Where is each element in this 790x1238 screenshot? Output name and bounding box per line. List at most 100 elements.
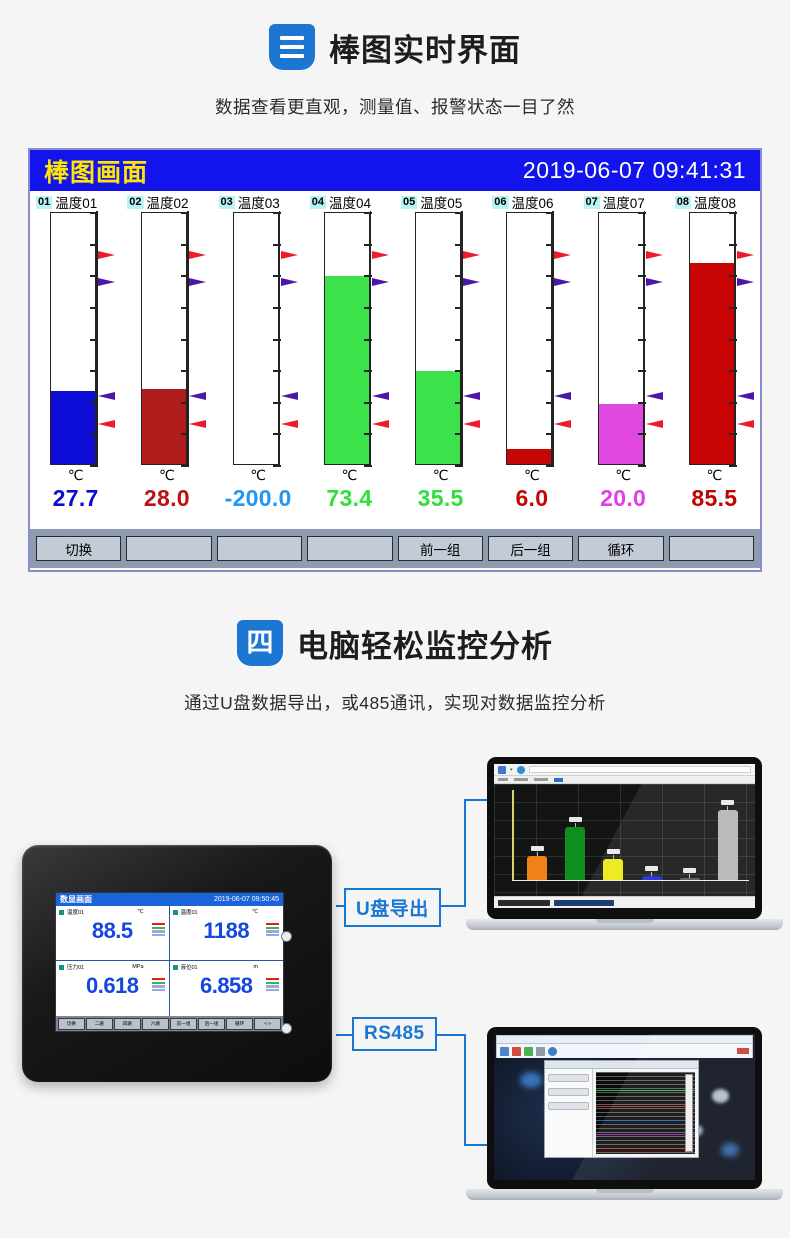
axis-tick — [637, 307, 646, 309]
axis-tick — [546, 339, 555, 341]
bar-tube — [50, 212, 96, 465]
alarm-marker-high — [98, 278, 115, 287]
axis-tick — [90, 465, 98, 467]
panel-button-empty-7[interactable] — [668, 536, 754, 561]
alarm-marker-low-low — [189, 420, 207, 429]
bar-gauge — [486, 211, 577, 467]
settings-icon[interactable] — [536, 1046, 545, 1056]
unit-label: ℃ — [341, 467, 358, 483]
device-button-4[interactable]: 前一组 — [170, 1017, 197, 1030]
section-2-heading: 四 电脑轻松监控分析 — [0, 618, 790, 668]
panel-button-empty-1[interactable] — [126, 536, 212, 561]
axis-tick — [728, 212, 737, 214]
laptop-chart-bar — [564, 792, 586, 880]
bar-fill — [507, 448, 552, 464]
folder-icon[interactable] — [500, 1046, 509, 1056]
laptop-chart-bar — [526, 792, 548, 880]
bar-axis — [96, 211, 98, 466]
bar-gauge — [213, 211, 304, 467]
alarm-marker-low — [554, 392, 572, 401]
laptop-1-base — [466, 919, 783, 930]
laptop-1-toolbar[interactable]: ▾ — [494, 764, 755, 776]
alarm-marker-high — [554, 278, 572, 287]
section-2-title: 电脑轻松监控分析 — [297, 628, 553, 664]
device-button-2[interactable]: 四路 — [114, 1017, 141, 1030]
panel-button-empty-2[interactable] — [216, 536, 303, 561]
laptop-2-titlebar[interactable] — [496, 1035, 753, 1044]
device-button-6[interactable]: 循环 — [226, 1017, 253, 1030]
laptop-2-trend-plot — [596, 1072, 695, 1154]
panel-button-循环[interactable]: 循环 — [578, 536, 664, 561]
measured-value: -200.0 — [224, 485, 292, 511]
device-cell-unit: ℃ — [137, 909, 144, 915]
section-1-heading: 棒图实时界面 — [0, 22, 790, 72]
device-value-cell: 温度01 ℃ 1188 — [169, 906, 283, 961]
device-alarm-leds — [266, 923, 279, 937]
axis-tick — [455, 339, 463, 341]
laptop-2-plot-scrollbar[interactable] — [685, 1074, 693, 1152]
device-button-5[interactable]: 后一组 — [198, 1017, 225, 1030]
axis-tick — [90, 212, 98, 214]
axis-tick — [181, 339, 190, 341]
laptop-1-menubar[interactable] — [494, 776, 755, 784]
panel-button-前一组[interactable]: 前一组 — [397, 536, 483, 561]
laptop-2-toolbar[interactable] — [496, 1044, 753, 1058]
laptop-chart-bar-label — [645, 866, 659, 871]
alarm-marker-high-high — [280, 250, 298, 259]
unit-label: ℃ — [524, 467, 540, 483]
close-icon[interactable] — [737, 1048, 749, 1054]
device-knob-top[interactable] — [281, 931, 292, 942]
bar-tube — [506, 212, 553, 465]
bar-axis — [461, 211, 463, 466]
device-button-7[interactable]: <-> — [254, 1017, 281, 1030]
unit-label: ℃ — [432, 467, 449, 483]
axis-tick — [363, 370, 372, 372]
device-button-3[interactable]: 六路 — [142, 1017, 169, 1030]
stop-icon[interactable] — [512, 1046, 521, 1056]
bar-fill — [324, 275, 369, 464]
bar-fill — [416, 371, 460, 464]
bar-axis — [278, 211, 281, 466]
save-icon[interactable] — [498, 765, 506, 774]
axis-tick — [272, 212, 281, 214]
alarm-marker-high-high — [463, 250, 480, 259]
bar-gauge — [30, 211, 121, 467]
refresh-icon[interactable] — [516, 765, 525, 774]
laptop-1-lid: ▾ — [487, 757, 762, 919]
device-cell-tag: 液位01 — [180, 965, 198, 971]
device-knob-bottom[interactable] — [281, 1023, 292, 1034]
alarm-marker-high-high — [98, 250, 115, 259]
axis-tick — [181, 307, 190, 309]
bar-fill — [598, 403, 643, 464]
laptop-chart-bar — [602, 792, 624, 880]
device-alarm-leds — [266, 978, 279, 992]
panel-button-bar[interactable]: 切换 前一组 后一组 循环 — [30, 529, 760, 568]
panel-button-切换[interactable]: 切换 — [36, 536, 122, 561]
device-cell-header: 温度01 ℃ — [59, 908, 166, 916]
device-button-bar[interactable]: 切换 二路 四路 六路 前一组 后一组 循环 <-> — [56, 1016, 283, 1031]
axis-tick — [728, 244, 737, 246]
channel-label: 07 温度07 — [578, 191, 669, 211]
channel-label: 08 温度08 — [669, 191, 760, 211]
help-icon[interactable] — [548, 1046, 557, 1056]
laptop-1-statusbar — [494, 896, 755, 908]
axis-tick — [455, 465, 463, 467]
bar-column-03: 03 温度03 ℃ -200.0 — [213, 191, 304, 529]
device-button-0[interactable]: 切换 — [58, 1017, 85, 1030]
panel-button-后一组[interactable]: 后一组 — [487, 536, 574, 561]
laptop-1-addressbar[interactable] — [528, 766, 751, 773]
laptop-trend-chart — [466, 1027, 783, 1200]
panel-button-empty-3[interactable] — [307, 536, 393, 561]
play-icon[interactable] — [524, 1046, 533, 1056]
axis-tick — [363, 244, 372, 246]
device-value-cell: 温度01 ℃ 88.5 — [56, 906, 170, 961]
laptop-2-sidebar[interactable] — [545, 1069, 593, 1157]
device-value-cell: 液位01 m 6.858 — [170, 961, 284, 1016]
toolbar-caret-icon[interactable]: ▾ — [510, 766, 513, 773]
laptop-2-base — [466, 1189, 783, 1200]
unit-label: ℃ — [250, 467, 266, 483]
laptop-chart-bar-body — [679, 878, 700, 880]
device-cell-unit: MPa — [132, 964, 144, 970]
device-button-1[interactable]: 二路 — [86, 1017, 113, 1030]
